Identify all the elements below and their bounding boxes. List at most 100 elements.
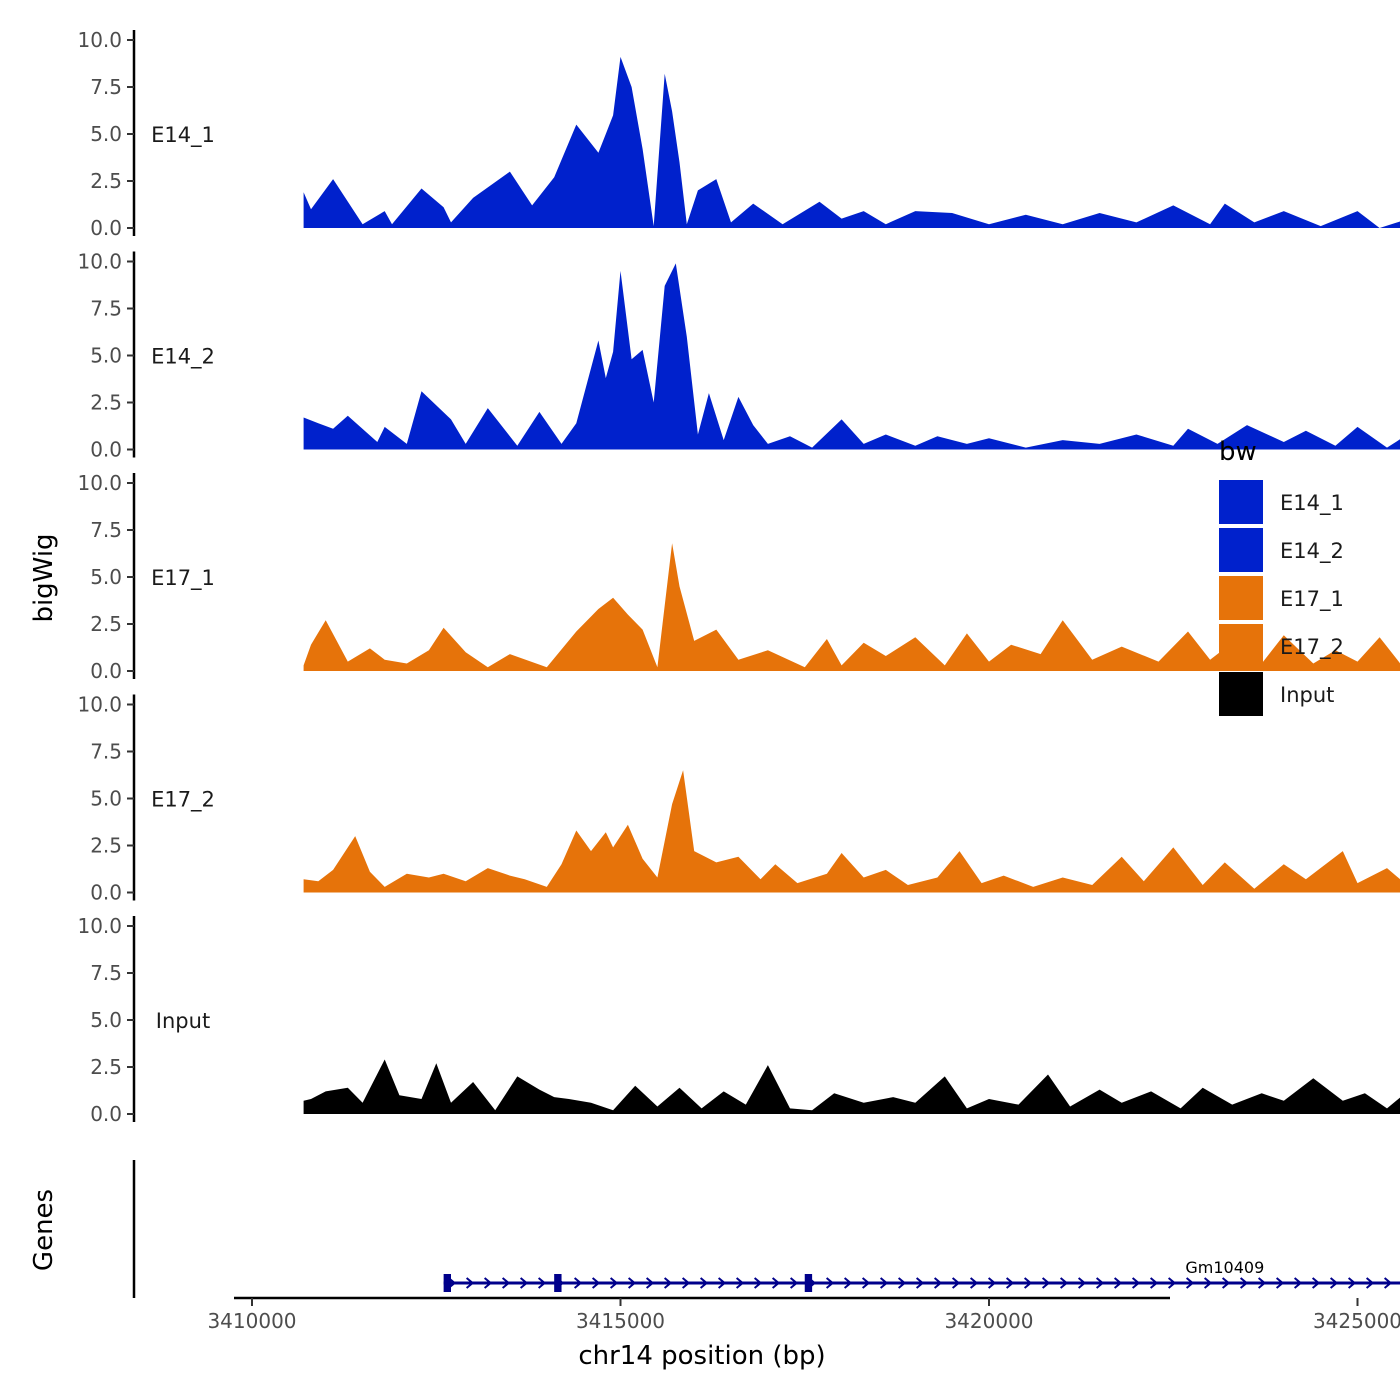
y-tick-label: 2.5 [90, 169, 122, 193]
track-panel-e14-2: 0.0 2.5 5.0 7.5 10.0 E14_2 [77, 250, 1400, 462]
coverage-area-e17-2 [303, 770, 1400, 893]
y-tick-label: 7.5 [90, 297, 122, 321]
track-panel-input: 0.0 2.5 5.0 7.5 10.0 Input [77, 914, 1400, 1126]
track-panel-e14-1: 0.0 2.5 5.0 7.5 10.0 E14_1 [77, 28, 1400, 240]
legend-label: E17_2 [1280, 635, 1344, 660]
strand-arrow [1311, 1277, 1321, 1289]
gene-name-label: Gm10409 [1185, 1258, 1264, 1277]
strand-arrow [1257, 1277, 1267, 1289]
gene-exon [554, 1274, 562, 1292]
y-tick-label: 5.0 [90, 787, 122, 811]
legend-swatch-e14-2 [1219, 528, 1263, 572]
strand-arrow [681, 1277, 691, 1289]
gene-gm10409: Gm10409 [443, 1258, 1400, 1292]
y-tick-label: 10.0 [77, 693, 122, 717]
strand-arrow [1203, 1277, 1213, 1289]
strand-arrow [501, 1277, 511, 1289]
strand-arrow [933, 1277, 943, 1289]
legend-swatch-e14-1 [1219, 480, 1263, 524]
y-tick-label: 0.0 [90, 881, 122, 905]
track-label: E17_1 [151, 566, 215, 591]
y-tick-label: 0.0 [90, 659, 122, 683]
legend: bw E14_1 E14_2 E17_1 E17_2 Input [1219, 437, 1344, 716]
legend-swatch-input [1219, 672, 1263, 716]
strand-arrow [771, 1277, 781, 1289]
y-tick-label: 5.0 [90, 344, 122, 368]
strand-arrow [735, 1277, 745, 1289]
x-axis: 34100003415000342000034250003430000 [207, 1296, 1400, 1333]
legend-title: bw [1219, 437, 1257, 467]
strand-arrow [753, 1277, 763, 1289]
genes-axis-title: Genes [29, 1189, 59, 1271]
y-tick-label: 0.0 [90, 1102, 122, 1126]
strand-arrow [1059, 1277, 1069, 1289]
strand-arrow [789, 1277, 799, 1289]
strand-arrow [645, 1277, 655, 1289]
track-label: E14_2 [151, 345, 215, 370]
legend-label: E14_2 [1280, 539, 1344, 564]
strand-arrow [987, 1277, 997, 1289]
strand-arrow [897, 1277, 907, 1289]
strand-arrow [465, 1277, 475, 1289]
y-tick-label: 7.5 [90, 518, 122, 542]
strand-arrow [1383, 1277, 1393, 1289]
strand-arrow [1239, 1277, 1249, 1289]
y-tick-label: 0.0 [90, 216, 122, 240]
strand-arrow [1131, 1277, 1141, 1289]
coverage-area-e14-2 [303, 263, 1400, 450]
strand-arrow [627, 1277, 637, 1289]
strand-arrow [1095, 1277, 1105, 1289]
y-axis-title: bigWig [29, 533, 59, 622]
strand-arrow [591, 1277, 601, 1289]
x-axis-title: chr14 position (bp) [578, 1341, 825, 1371]
strand-arrow [1293, 1277, 1303, 1289]
genes-layer: Gm3005Gm10409 [132, 1160, 1400, 1298]
track-label: E17_2 [151, 788, 215, 813]
y-tick-label: 7.5 [90, 75, 122, 99]
track-label: Input [156, 1009, 210, 1033]
coverage-area-e14-1 [303, 56, 1400, 228]
strand-arrow [1077, 1277, 1087, 1289]
strand-arrow [825, 1277, 835, 1289]
strand-arrow [861, 1277, 871, 1289]
strand-arrow [609, 1277, 619, 1289]
legend-label: E17_1 [1280, 587, 1344, 612]
y-tick-label: 2.5 [90, 834, 122, 858]
strand-arrow [1041, 1277, 1051, 1289]
y-tick-label: 7.5 [90, 961, 122, 985]
strand-arrow [951, 1277, 961, 1289]
y-tick-label: 10.0 [77, 28, 122, 52]
strand-arrow [1167, 1277, 1177, 1289]
tracks-layer: 0.0 2.5 5.0 7.5 10.0 E14_1 0.0 2.5 5.0 7.5 10.0 E14… [77, 28, 1400, 1126]
strand-arrow [717, 1277, 727, 1289]
strand-arrow [1329, 1277, 1339, 1289]
y-tick-label: 5.0 [90, 122, 122, 146]
strand-arrow [519, 1277, 529, 1289]
gene-exon [443, 1274, 451, 1292]
x-tick-label: 3420000 [944, 1309, 1033, 1333]
strand-arrow [483, 1277, 493, 1289]
y-tick-label: 10.0 [77, 471, 122, 495]
legend-swatch-e17-1 [1219, 576, 1263, 620]
y-tick-label: 2.5 [90, 1055, 122, 1079]
strand-arrow [699, 1277, 709, 1289]
track-label: E14_1 [151, 123, 215, 148]
y-tick-label: 0.0 [90, 438, 122, 462]
strand-arrow [1113, 1277, 1123, 1289]
coverage-area-input [303, 1059, 1400, 1114]
y-tick-label: 7.5 [90, 740, 122, 764]
strand-arrow [537, 1277, 547, 1289]
strand-arrow [1221, 1277, 1231, 1289]
legend-swatch-e17-2 [1219, 624, 1263, 668]
track-panel-e17-1: 0.0 2.5 5.0 7.5 10.0 E17_1 [77, 471, 1400, 683]
strand-arrow [843, 1277, 853, 1289]
strand-arrow [1365, 1277, 1375, 1289]
strand-arrow [1005, 1277, 1015, 1289]
strand-arrow [663, 1277, 673, 1289]
strand-arrow [1275, 1277, 1285, 1289]
y-tick-label: 5.0 [90, 1008, 122, 1032]
x-tick-label: 3425000 [1313, 1309, 1400, 1333]
y-tick-label: 10.0 [77, 914, 122, 938]
gene-exon [804, 1274, 813, 1292]
